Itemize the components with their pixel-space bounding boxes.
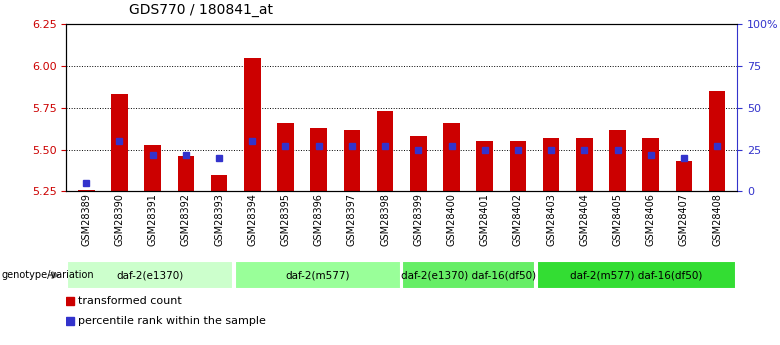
Bar	[402, 261, 535, 289]
Text: percentile rank within the sample: percentile rank within the sample	[78, 316, 266, 326]
Bar	[675, 161, 693, 191]
Text: daf-2(m577): daf-2(m577)	[285, 270, 350, 280]
Bar	[543, 138, 559, 191]
Bar	[67, 261, 233, 289]
Bar	[609, 130, 626, 191]
Bar	[643, 138, 659, 191]
Text: transformed count: transformed count	[78, 296, 182, 306]
Bar	[509, 141, 526, 191]
Text: genotype/variation: genotype/variation	[2, 270, 94, 280]
Bar	[310, 128, 327, 191]
Bar	[537, 261, 736, 289]
Bar	[443, 123, 460, 191]
Bar	[277, 123, 294, 191]
Bar	[377, 111, 393, 191]
Bar	[410, 136, 427, 191]
Text: daf-2(m577) daf-16(df50): daf-2(m577) daf-16(df50)	[570, 270, 703, 280]
Bar	[111, 95, 128, 191]
Text: daf-2(e1370) daf-16(df50): daf-2(e1370) daf-16(df50)	[401, 270, 537, 280]
Bar	[576, 138, 593, 191]
Bar	[78, 190, 94, 191]
Text: GDS770 / 180841_at: GDS770 / 180841_at	[129, 3, 273, 17]
Bar	[178, 156, 194, 191]
Bar	[343, 130, 360, 191]
Bar	[244, 58, 261, 191]
Text: daf-2(e1370): daf-2(e1370)	[116, 270, 184, 280]
Bar	[211, 175, 227, 191]
Bar	[144, 145, 161, 191]
Bar	[709, 91, 725, 191]
Bar	[477, 141, 493, 191]
Bar	[235, 261, 401, 289]
